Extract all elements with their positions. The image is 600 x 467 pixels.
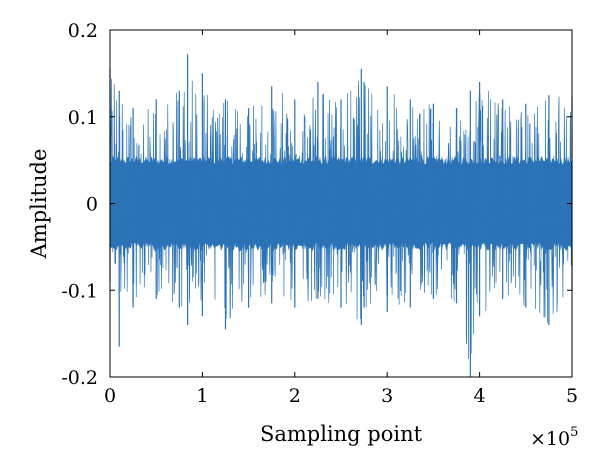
- y-tick-label: -0.2: [61, 367, 98, 389]
- y-axis-label: Amplitude: [27, 149, 51, 260]
- y-tick-label: 0: [86, 194, 98, 216]
- x-axis-multiplier-exponent: 5: [570, 425, 578, 440]
- x-tick-label: 4: [474, 385, 486, 407]
- x-tick-label: 2: [289, 385, 301, 407]
- x-tick-label: 3: [381, 385, 393, 407]
- axis-ticks: 0 1 2 3 4 5 -0.2 -0.1 0 0.1 0.2: [61, 20, 578, 407]
- x-axis-label: Sampling point: [260, 422, 423, 446]
- x-tick-label: 0: [104, 385, 116, 407]
- y-tick-label: 0.1: [68, 107, 98, 129]
- x-tick-label: 1: [196, 385, 208, 407]
- x-axis-multiplier-base: ×10: [530, 428, 570, 450]
- x-axis-multiplier: ×105: [530, 425, 578, 450]
- signal-trace-layer: [109, 54, 573, 377]
- x-tick-label: 5: [566, 385, 578, 407]
- y-tick-label: -0.1: [61, 280, 98, 302]
- y-tick-label: 0.2: [68, 20, 98, 42]
